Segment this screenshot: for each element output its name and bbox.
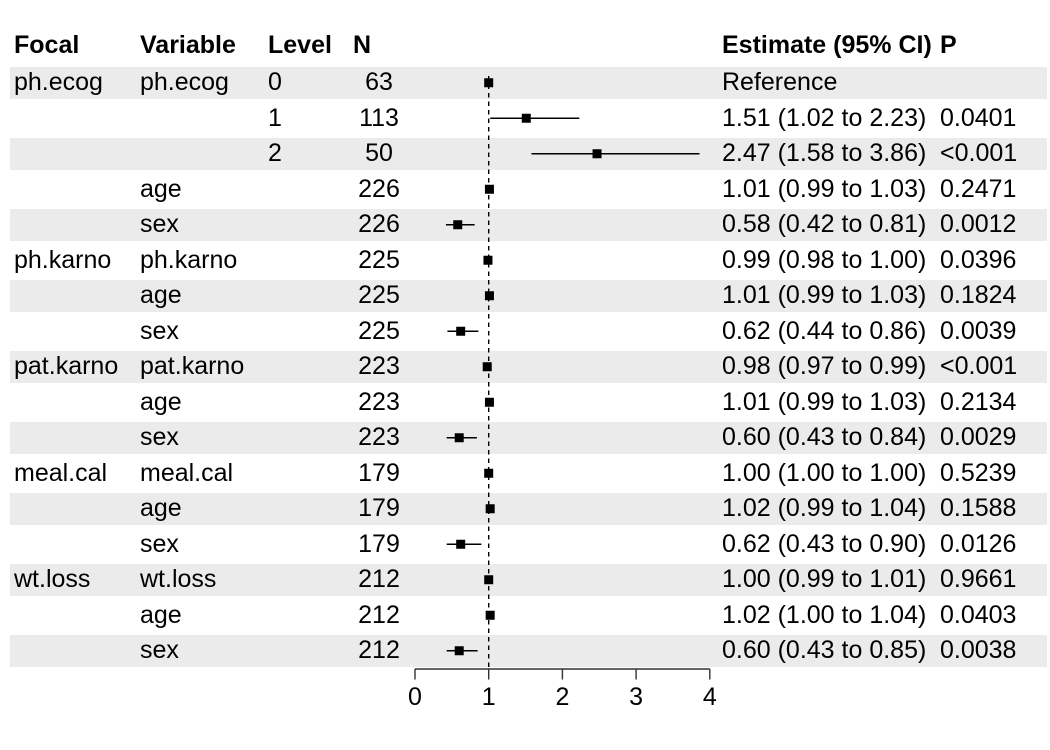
cell-estimate: 0.58 (0.42 to 0.81) — [722, 210, 927, 238]
cell-estimate: 1.00 (0.99 to 1.01) — [722, 565, 927, 593]
table-row: pat.karno pat.karno 223 0.98 (0.97 to 0.99)… — [10, 349, 1047, 385]
cell-variable: age — [140, 281, 182, 309]
cell-variable: sex — [140, 423, 179, 451]
cell-focal: meal.cal — [14, 458, 108, 487]
cell-n: 212 — [358, 600, 400, 629]
header-focal: Focal — [14, 31, 80, 59]
cell-n: 225 — [358, 245, 400, 274]
cell-n: 223 — [358, 387, 400, 416]
cell-estimate: 1.01 (0.99 to 1.03) — [722, 174, 927, 203]
cell-p: 0.0038 — [940, 636, 1017, 664]
cell-estimate: 0.62 (0.43 to 0.90) — [722, 529, 927, 558]
cell-variable: age — [140, 387, 182, 416]
cell-variable: wt.loss — [140, 565, 217, 593]
cell-variable: age — [140, 174, 182, 203]
cell-p: 0.2134 — [940, 387, 1017, 416]
cell-variable: sex — [140, 210, 179, 238]
cell-focal: wt.loss — [14, 565, 91, 593]
header-n: N — [353, 31, 372, 59]
cell-p: 0.0012 — [940, 210, 1017, 238]
cell-estimate: 0.62 (0.44 to 0.86) — [722, 316, 927, 345]
cell-variable: sex — [140, 529, 179, 558]
cell-level: 2 — [268, 139, 282, 167]
cell-p: 0.9661 — [940, 565, 1017, 593]
cell-variable: meal.cal — [140, 458, 234, 487]
cell-p: 0.5239 — [940, 458, 1017, 487]
cell-estimate: 1.01 (0.99 to 1.03) — [722, 281, 927, 309]
table-row: sex 223 0.60 (0.43 to 0.84) 0.0029 — [10, 420, 1047, 456]
cell-n: 226 — [358, 174, 400, 203]
table-row: wt.loss wt.loss 212 1.00 (0.99 to 1.01) 0.96… — [10, 562, 1047, 598]
cell-variable: pat.karno — [140, 352, 245, 380]
cell-p: 0.0126 — [940, 529, 1017, 558]
cell-p: <0.001 — [940, 139, 1018, 167]
cell-variable: ph.ecog — [140, 68, 229, 96]
cell-p: 0.0401 — [940, 103, 1017, 132]
table-row: age 212 1.02 (1.00 to 1.04) 0.0403 — [10, 598, 1047, 634]
cell-n: 226 — [358, 210, 400, 238]
header-p: P — [940, 31, 957, 59]
table-row: sex 225 0.62 (0.44 to 0.86) 0.0039 — [10, 314, 1047, 350]
cell-n: 179 — [358, 494, 400, 522]
cell-n: 225 — [358, 316, 400, 345]
cell-p: <0.001 — [940, 352, 1018, 380]
cell-variable: sex — [140, 636, 179, 664]
cell-estimate: 1.02 (0.99 to 1.04) — [722, 494, 927, 522]
cell-focal: ph.karno — [14, 245, 112, 274]
table-row: age 226 1.01 (0.99 to 1.03) 0.2471 — [10, 172, 1047, 208]
cell-estimate: Reference — [722, 68, 838, 96]
cell-estimate: 1.01 (0.99 to 1.03) — [722, 387, 927, 416]
table-row: 1 113 1.51 (1.02 to 2.23) 0.0401 — [10, 101, 1047, 137]
cell-variable: age — [140, 494, 182, 522]
header-variable: Variable — [140, 31, 236, 59]
table-row: sex 226 0.58 (0.42 to 0.81) 0.0012 — [10, 207, 1047, 243]
cell-n: 223 — [358, 423, 400, 451]
cell-n: 225 — [358, 281, 400, 309]
cell-estimate: 0.60 (0.43 to 0.85) — [722, 636, 927, 664]
cell-n: 50 — [365, 139, 393, 167]
table-row: ph.karno ph.karno 225 0.99 (0.98 to 1.00) 0.… — [10, 243, 1047, 279]
cell-estimate: 1.02 (1.00 to 1.04) — [722, 600, 927, 629]
header-estimate: Estimate (95% CI) — [722, 31, 932, 59]
cell-estimate: 2.47 (1.58 to 3.86) — [722, 139, 927, 167]
cell-level: 0 — [268, 68, 282, 96]
table-row: sex 212 0.60 (0.43 to 0.85) 0.0038 — [10, 633, 1047, 669]
cell-focal: pat.karno — [14, 352, 119, 380]
cell-variable: ph.karno — [140, 245, 238, 274]
cell-p: 0.0039 — [940, 316, 1017, 345]
cell-estimate: 0.99 (0.98 to 1.00) — [722, 245, 927, 274]
cell-p: 0.0403 — [940, 600, 1017, 629]
cell-p: 0.1588 — [940, 494, 1017, 522]
cell-estimate: 0.60 (0.43 to 0.84) — [722, 423, 927, 451]
cell-n: 113 — [359, 103, 399, 132]
cell-variable: sex — [140, 316, 179, 345]
table-row: age 179 1.02 (0.99 to 1.04) 0.1588 — [10, 491, 1047, 527]
table-row: ph.ecog ph.ecog 0 63 Reference — [10, 65, 1047, 101]
cell-estimate: 1.00 (1.00 to 1.00) — [722, 458, 927, 487]
cell-n: 223 — [358, 352, 400, 380]
cell-n: 179 — [358, 458, 400, 487]
cell-p: 0.0396 — [940, 245, 1017, 274]
table-row: 2 50 2.47 (1.58 to 3.86) <0.001 — [10, 136, 1047, 172]
cell-focal: ph.ecog — [14, 68, 103, 96]
table-row: age 225 1.01 (0.99 to 1.03) 0.1824 — [10, 278, 1047, 314]
cell-estimate: 1.51 (1.02 to 2.23) — [722, 103, 927, 132]
cell-p: 0.0029 — [940, 423, 1017, 451]
cell-n: 63 — [365, 68, 393, 96]
cell-n: 179 — [358, 529, 400, 558]
cell-p: 0.1824 — [940, 281, 1017, 309]
cell-p: 0.2471 — [940, 174, 1017, 203]
cell-estimate: 0.98 (0.97 to 0.99) — [722, 352, 927, 380]
table-row: age 223 1.01 (0.99 to 1.03) 0.2134 — [10, 385, 1047, 421]
cell-level: 1 — [268, 103, 282, 132]
cell-variable: age — [140, 600, 182, 629]
table-row: meal.cal meal.cal 179 1.00 (1.00 to 1.00) 0.… — [10, 456, 1047, 492]
cell-n: 212 — [358, 565, 400, 593]
table-row: sex 179 0.62 (0.43 to 0.90) 0.0126 — [10, 527, 1047, 563]
cell-n: 212 — [358, 636, 400, 664]
header-level: Level — [268, 31, 332, 59]
